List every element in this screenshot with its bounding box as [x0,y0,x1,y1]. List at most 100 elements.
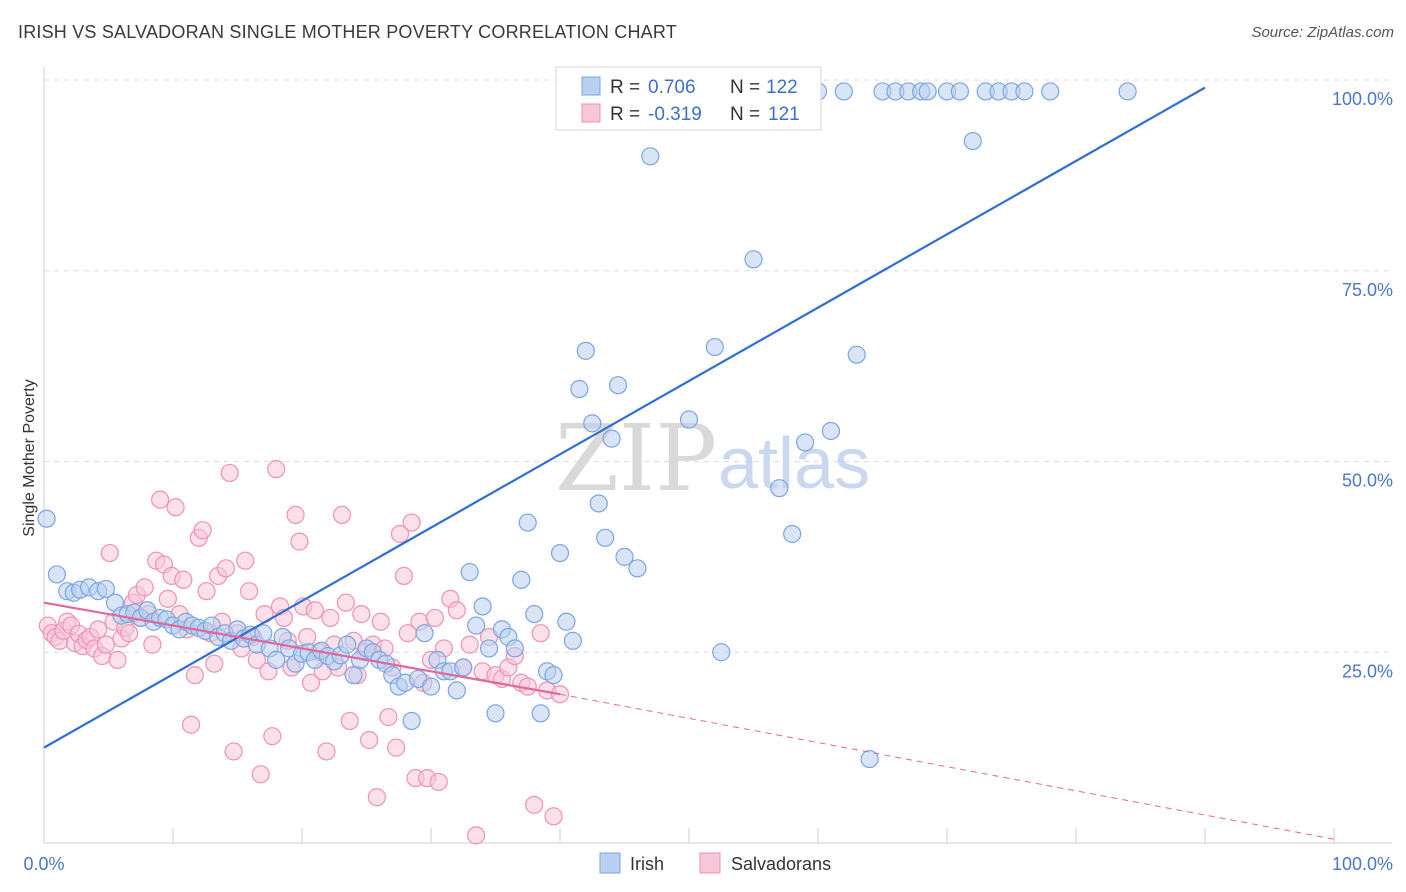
legend-r-value-irish: 0.706 [648,77,696,98]
point-salvadoran-29 [151,490,170,509]
watermark: ZIP atlas [555,405,870,512]
point-salvadoran-107 [467,826,486,845]
point-irish-64 [467,616,486,635]
point-irish-79 [563,631,583,650]
point-irish-85 [602,429,621,448]
point-irish-62 [454,658,473,677]
point-salvadoran-116 [525,795,544,814]
bottom-legend-irish: Irish [630,854,664,874]
bottom-legend-swatch-irish [599,852,621,874]
point-irish-57 [421,677,441,696]
point-salvadoran-18 [108,650,127,669]
point-irish-74 [531,704,550,723]
legend-swatch-irish [581,76,601,96]
point-irish-63 [460,563,479,582]
point-irish-54 [402,711,421,731]
point-irish-100 [770,479,789,498]
x-tick-labels: 0.0% 100.0% [23,854,1393,874]
trend-line-salvadoran-extension [559,693,1335,840]
point-irish-78 [557,612,576,631]
point-irish-65 [473,597,492,616]
point-irish-82 [583,414,602,433]
point-irish-102 [795,433,815,452]
point-salvadoran-16 [100,543,119,563]
point-irish-45 [344,666,363,685]
watermark-atlas: atlas [718,424,870,504]
point-irish-80 [570,379,589,399]
point-irish-77 [550,543,570,563]
point-salvadoran-94 [402,513,421,532]
axes [43,67,1392,844]
point-irish-88 [628,559,647,578]
point-salvadoran-119 [544,807,563,826]
point-irish-120 [1041,82,1060,101]
point-irish-87 [615,547,634,566]
y-axis-label: Single Mother Poverty [21,379,38,536]
bottom-legend-salvadoran: Salvadorans [731,854,831,874]
point-salvadoran-21 [120,624,139,643]
point-irish-73 [525,604,544,624]
point-salvadoran-86 [371,612,390,631]
point-salvadoran-64 [286,505,305,525]
point-salvadoran-41 [197,582,216,601]
series-legend: Irish Salvadorans [599,852,831,874]
legend-r-value-salvadoran: -0.319 [648,104,702,125]
x-tick-label-1: 100.0% [1332,854,1393,874]
point-salvadoran-101 [429,772,448,792]
point-irish-98 [744,250,763,269]
point-salvadoran-73 [321,608,340,628]
point-irish-119 [1015,82,1034,101]
trend-line-irish [43,86,1206,749]
point-salvadoran-78 [340,711,359,731]
trend-line-salvadoran [43,601,561,696]
point-salvadoran-25 [135,578,154,597]
trend-lines [43,86,1335,840]
legend-r-label-irish: R = [610,77,640,98]
legend-n-value-irish: 122 [766,77,798,98]
point-salvadoran-33 [166,498,185,517]
point-irish-121 [1118,82,1137,101]
y-tick-labels: 25.0% 50.0% 75.0% 100.0% [1332,89,1393,681]
point-irish-83 [589,494,608,513]
legend-n-label-salvadoran: N = [730,104,760,125]
y-tick-label-2: 75.0% [1342,280,1393,300]
point-salvadoran-88 [379,708,398,727]
point-irish-115 [963,131,982,151]
point-irish-84 [596,528,615,547]
point-salvadoran-76 [332,505,352,525]
point-irish-67 [486,704,505,723]
point-irish-81 [576,341,595,360]
y-tick-label-1: 50.0% [1342,471,1393,491]
point-salvadoran-52 [240,582,259,601]
point-salvadoran-91 [390,524,410,544]
point-salvadoran-106 [460,635,479,654]
point-salvadoran-15 [96,635,116,654]
point-salvadoran-117 [531,624,550,643]
point-irish-95 [712,643,731,662]
point-salvadoran-68 [301,673,321,692]
data-points [37,82,1137,845]
point-irish-0 [37,509,56,528]
source-credit: Source: ZipAtlas.com [1251,24,1394,41]
point-irish-107 [860,749,879,769]
point-irish-76 [544,666,563,685]
point-irish-94 [705,337,724,357]
point-irish-112 [918,82,937,101]
point-irish-7 [96,579,116,599]
point-salvadoran-83 [359,730,379,750]
point-salvadoran-72 [317,742,336,761]
point-irish-1 [47,565,67,584]
point-salvadoran-77 [336,593,355,612]
y-tick-label-0: 25.0% [1342,661,1393,681]
point-salvadoran-67 [298,627,317,647]
correlation-legend: R = 0.706 N = 122 R = -0.319 N = 121 [555,66,822,131]
point-irish-105 [834,82,853,101]
point-salvadoran-40 [193,521,212,540]
point-salvadoran-81 [352,604,371,624]
point-irish-33 [267,650,286,669]
point-salvadoran-31 [158,589,177,608]
point-irish-70 [505,639,524,658]
legend-r-label-salvadoran: R = [610,104,640,125]
point-irish-71 [512,570,531,589]
bottom-legend-swatch-salvadoran [699,852,721,874]
